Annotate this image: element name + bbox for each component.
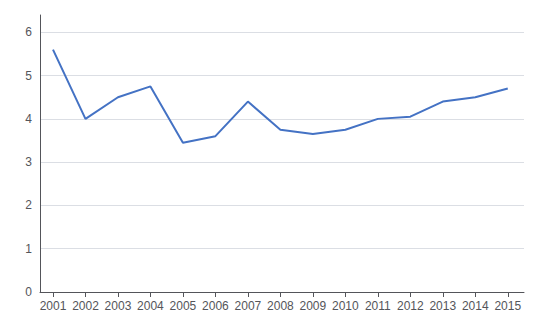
- svg-text:2011: 2011: [365, 299, 391, 313]
- svg-text:2013: 2013: [429, 299, 456, 313]
- svg-text:2: 2: [25, 198, 32, 212]
- svg-text:5: 5: [25, 69, 32, 83]
- svg-text:2008: 2008: [267, 299, 294, 313]
- svg-text:2012: 2012: [397, 299, 424, 313]
- svg-text:4: 4: [25, 112, 32, 126]
- svg-text:1: 1: [25, 242, 32, 256]
- svg-text:2003: 2003: [105, 299, 132, 313]
- svg-text:2010: 2010: [332, 299, 359, 313]
- svg-text:2009: 2009: [300, 299, 327, 313]
- svg-text:2015: 2015: [494, 299, 521, 313]
- svg-text:0: 0: [25, 285, 32, 299]
- svg-text:2004: 2004: [137, 299, 164, 313]
- svg-text:2005: 2005: [170, 299, 197, 313]
- svg-text:6: 6: [25, 25, 32, 39]
- svg-text:2006: 2006: [202, 299, 229, 313]
- svg-text:2001: 2001: [40, 299, 67, 313]
- svg-text:2014: 2014: [462, 299, 489, 313]
- svg-text:3: 3: [25, 155, 32, 169]
- svg-text:2002: 2002: [72, 299, 99, 313]
- svg-text:2007: 2007: [235, 299, 262, 313]
